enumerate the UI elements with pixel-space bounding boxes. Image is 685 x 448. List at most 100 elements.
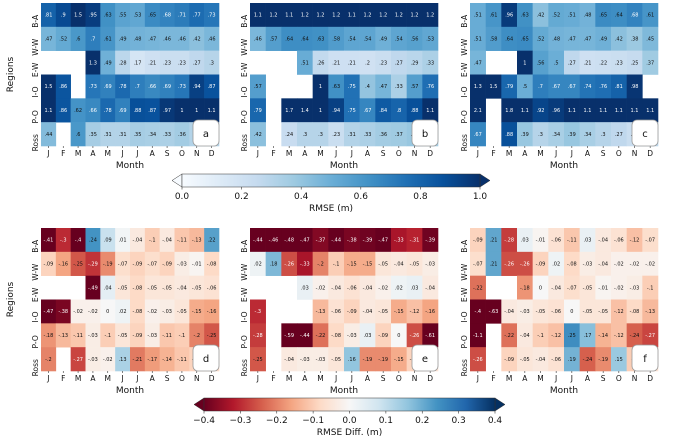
cell-value-label: -.06 [551, 357, 561, 363]
cell-value-label: .63 [317, 37, 325, 43]
heatmap-cell [297, 228, 313, 253]
heatmap-cell [517, 228, 533, 253]
cell-value-label: -.22 [316, 333, 326, 339]
cell-value-label: .76 [599, 84, 607, 90]
heatmap-panel-b: 1.1 1.2 1.1 1.2 1.2 1.2 1.1 1.2 1.2 1.2 1.2 1.2.46.… [240, 3, 439, 171]
heatmap-cell [564, 347, 580, 372]
heatmap-cell [189, 299, 205, 324]
heatmap-cell [159, 323, 175, 348]
x-tick-label: J [120, 374, 123, 383]
x-tick-label: J [46, 374, 49, 383]
heatmap-cell [548, 26, 565, 51]
cell-value-label: .02 [552, 262, 560, 268]
heatmap-cell [611, 299, 627, 324]
y-tick-label: W-W [31, 263, 40, 281]
heatmap-cell [595, 122, 612, 147]
heatmap-cell [579, 50, 596, 75]
cell-value-label: -.27 [73, 357, 83, 363]
heatmap-cell [375, 275, 392, 300]
heatmap-cell [115, 228, 131, 253]
y-tick-label: B-A [460, 14, 469, 28]
cell-value-label: -.16 [425, 309, 435, 315]
cell-value-label: .8 [396, 108, 401, 114]
y-tick-label: Ross [240, 134, 249, 151]
cell-value-label: -.1 [179, 333, 186, 339]
heatmap-cell [470, 299, 486, 324]
heatmap-cell [55, 323, 71, 348]
heatmap-cell [328, 228, 345, 253]
cell-value-label: .33 [163, 132, 171, 138]
cell-value-label: -.26 [473, 357, 483, 363]
cell-value-label: .38 [631, 37, 639, 43]
cell-value-label: -.04 [133, 238, 143, 244]
cell-value-label: -.08 [133, 309, 143, 315]
cell-value-label: -.38 [347, 238, 357, 244]
heatmap-cell [159, 275, 175, 300]
cell-value-label: -.07 [147, 262, 157, 268]
heatmap-cell [70, 251, 86, 276]
y-tick-label: I-O [31, 86, 40, 97]
heatmap-panel-f: -.09 .21 -.28 .03 -.01 -.06 -.11 .03 -.04 -.06 -.1… [460, 228, 659, 396]
x-tick-label: J [554, 149, 557, 158]
x-axis-label: Month [550, 161, 578, 171]
cell-value-label: .62 [74, 108, 82, 114]
heatmap-cell [501, 3, 518, 28]
heatmap-cell [391, 251, 407, 276]
cell-value-label: -.04 [363, 285, 373, 291]
cell-value-label: -.02 [73, 309, 83, 315]
y-tick-label: I-O [460, 311, 469, 322]
cell-value-label: .88 [133, 108, 141, 114]
cell-value-label: -.37 [316, 238, 326, 244]
cell-value-label: -.22 [473, 285, 483, 291]
x-tick-label: N [412, 149, 418, 158]
heatmap-cell [485, 26, 502, 51]
cell-value-label: 1.1 [615, 108, 623, 114]
panel-letter: a [203, 129, 209, 140]
cell-value-label: -.05 [583, 309, 593, 315]
cell-value-label: .03 [411, 285, 419, 291]
heatmap-cell [470, 347, 486, 372]
cell-value-label: -.39 [363, 238, 373, 244]
heatmap-cell [564, 323, 580, 348]
panel-letter: f [643, 354, 647, 365]
cell-value-label: -.14 [598, 333, 608, 339]
heatmap-cell [595, 26, 612, 51]
cell-value-label: -.04 [598, 262, 608, 268]
heatmap-cell [501, 122, 518, 147]
cell-value-label: -.02 [614, 262, 624, 268]
cell-value-label: .51 [474, 13, 482, 19]
heatmap-cell [100, 50, 116, 75]
cell-value-label: -.44 [331, 238, 341, 244]
cell-value-label: 1 [180, 108, 183, 114]
y-tick-label: Ross [240, 359, 249, 376]
x-tick-label: J [570, 374, 573, 383]
heatmap-cell [250, 251, 266, 276]
heatmap-cell [297, 98, 313, 123]
cell-value-label: -.06 [614, 238, 624, 244]
heatmap-cell [174, 26, 190, 51]
heatmap-cell [611, 323, 627, 348]
y-tick-label: W-W [31, 38, 40, 56]
heatmap-cell [406, 299, 423, 324]
heatmap-cell [100, 3, 116, 28]
heatmap-cell [250, 347, 266, 372]
heatmap-cell [564, 228, 580, 253]
cell-value-label: -.15 [394, 357, 404, 363]
heatmap-cell [391, 98, 407, 123]
y-tick-label: B-A [240, 14, 249, 28]
cell-value-label: .49 [379, 37, 387, 43]
x-tick-label: O [616, 149, 622, 158]
heatmap-cell [115, 98, 131, 123]
cell-value-label: .53 [426, 37, 434, 43]
x-tick-label: M [75, 149, 81, 158]
cell-value-label: -.18 [520, 285, 530, 291]
heatmap-cell [250, 323, 266, 348]
heatmap-cell [297, 323, 313, 348]
heatmap-cell [265, 26, 282, 51]
cell-value-label: .26 [317, 60, 325, 66]
cell-value-label: -.09 [347, 309, 357, 315]
heatmap-cell [55, 299, 71, 324]
x-tick-label: D [209, 374, 215, 383]
cell-value-label: 1.2 [332, 13, 340, 19]
heatmap-cell [85, 228, 101, 253]
